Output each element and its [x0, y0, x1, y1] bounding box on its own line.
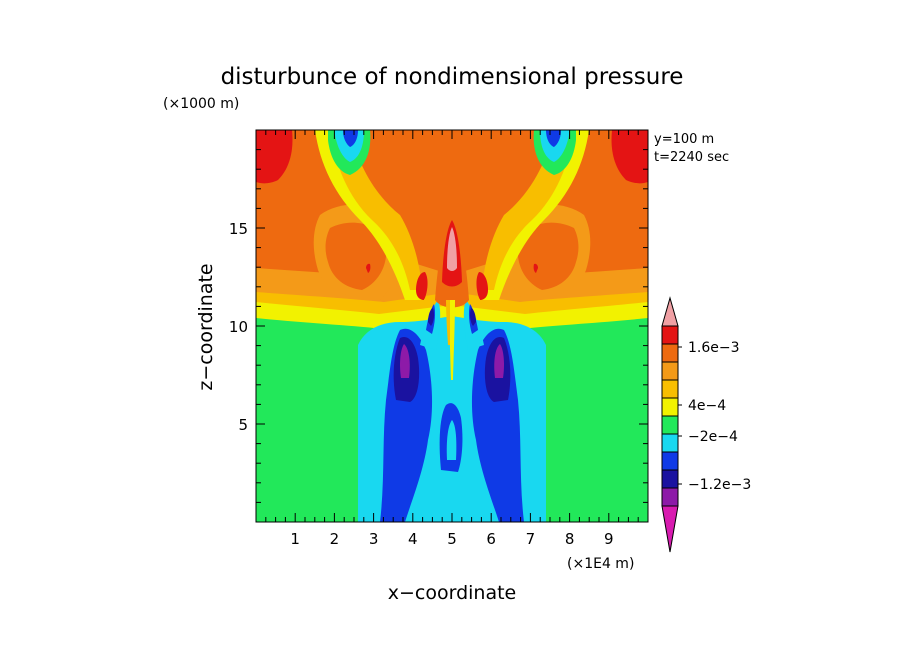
field-red-fleck-right — [533, 263, 538, 273]
colorbar-swatch — [661, 505, 679, 553]
colorbar-swatch — [661, 487, 679, 507]
colorbar-labels: 1.6e−3 4e−4 −2e−4 −1.2e−3 — [678, 340, 751, 493]
y-tick-labels: 5 10 15 — [229, 220, 248, 434]
colorbar-label: −2e−4 — [688, 429, 738, 445]
x-tick-label: 3 — [369, 530, 379, 548]
colorbar-swatch — [661, 379, 679, 399]
colorbar — [661, 296, 679, 553]
colorbar-swatch — [661, 325, 679, 345]
x-tick-labels: 1 2 3 4 5 6 7 8 9 — [290, 530, 613, 548]
field-center-cyan — [446, 420, 457, 460]
annotation-t: t=2240 sec — [654, 150, 729, 165]
field-red-blob-right — [476, 272, 488, 300]
colorbar-swatch — [661, 296, 679, 327]
colorbar-label: −1.2e−3 — [688, 477, 751, 493]
x-tick-label: 7 — [526, 530, 536, 548]
y-tick-label: 10 — [229, 318, 248, 336]
field-stripe-yellow — [449, 300, 455, 380]
field-finger-navy-left — [428, 308, 435, 326]
field-left-purple — [400, 344, 410, 378]
y-axis-ticks — [256, 129, 648, 523]
x-tick-label: 2 — [330, 530, 340, 548]
y-tick-label: 5 — [238, 416, 248, 434]
field-red-blob-left — [416, 272, 428, 300]
contour-field — [256, 130, 648, 522]
colorbar-swatch — [661, 451, 679, 471]
colorbar-swatch — [661, 469, 679, 489]
field-corner-right-red — [611, 130, 648, 184]
colorbar-swatch — [661, 361, 679, 381]
field-red-fleck-left — [366, 263, 371, 273]
y-unit-label: (×1000 m) — [163, 96, 239, 112]
field-plume-left-orange — [325, 222, 387, 290]
x-tick-label: 8 — [565, 530, 575, 548]
x-axis-title: x−coordinate — [388, 582, 517, 604]
field-plume-right-orange — [517, 222, 579, 290]
field-center-pink — [447, 227, 457, 271]
field-right-purple — [494, 344, 504, 378]
x-unit-label: (×1E4 m) — [567, 556, 634, 572]
field-corner-left-red — [256, 130, 293, 184]
y-tick-label: 15 — [229, 220, 248, 238]
x-axis-ticks — [255, 130, 649, 522]
chart-title: disturbunce of nondimensional pressure — [221, 64, 684, 90]
colorbar-swatch — [661, 397, 679, 417]
annotation-y: y=100 m — [654, 132, 714, 147]
colorbar-swatch — [661, 415, 679, 435]
y-axis-title: z−coordinate — [195, 263, 217, 390]
field-finger-navy-right — [469, 308, 476, 326]
x-tick-label: 5 — [447, 530, 457, 548]
x-tick-label: 4 — [408, 530, 418, 548]
colorbar-label: 4e−4 — [688, 398, 726, 414]
field-stripe-gold — [446, 300, 450, 345]
x-tick-label: 9 — [604, 530, 614, 548]
x-tick-label: 6 — [486, 530, 496, 548]
colorbar-swatch — [661, 433, 679, 453]
x-tick-label: 1 — [290, 530, 300, 548]
colorbar-label: 1.6e−3 — [688, 340, 740, 356]
colorbar-swatch — [661, 343, 679, 363]
